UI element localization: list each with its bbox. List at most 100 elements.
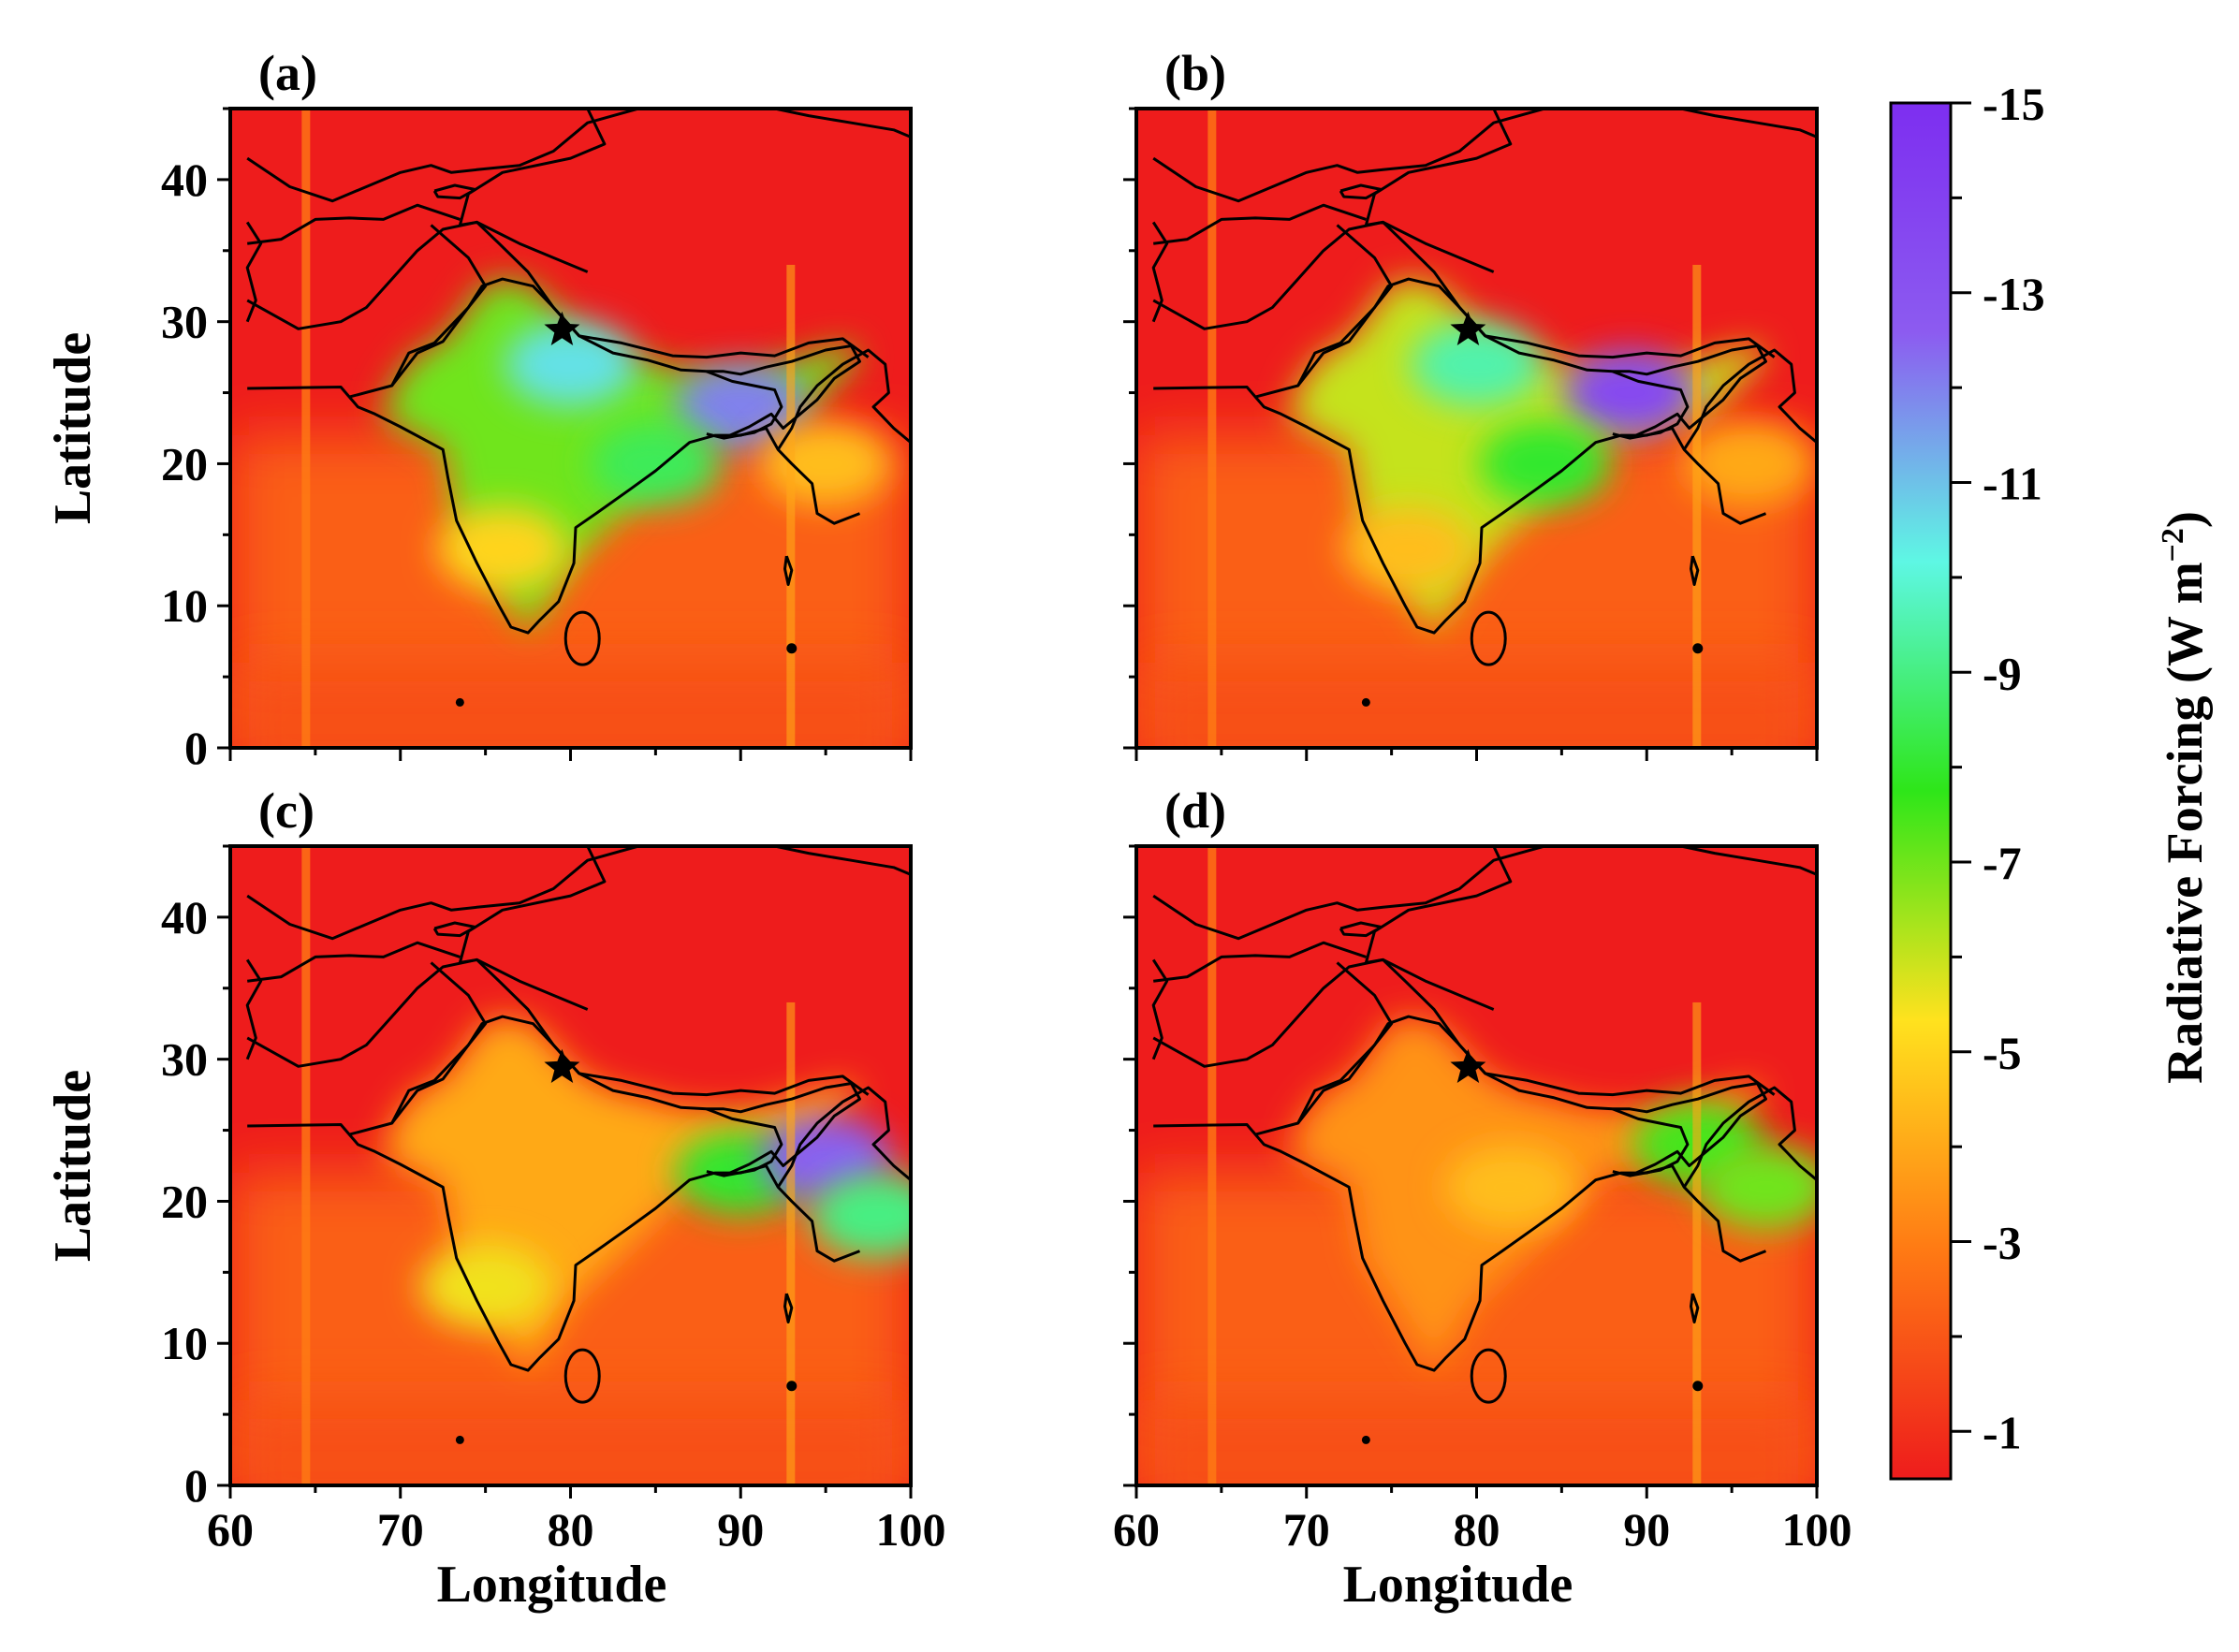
border-line xyxy=(1153,203,1367,245)
y-tick-label: 0 xyxy=(184,1459,208,1512)
forcing-hotspot xyxy=(1479,421,1611,506)
y-axis-title: Latitude xyxy=(44,1070,102,1262)
colorbar-tick-label: -7 xyxy=(1983,837,2022,889)
border-line xyxy=(458,846,607,1011)
station-star-marker xyxy=(1450,1048,1486,1083)
colorbar-title-text: Radiative Forcing (W m xyxy=(2157,562,2213,1083)
island-dot xyxy=(1692,643,1704,654)
border-line xyxy=(1296,1015,1767,1177)
station-star-marker xyxy=(1450,311,1486,345)
border-line xyxy=(1152,846,1545,941)
x-axis-title: Longitude xyxy=(437,1556,667,1614)
coastline xyxy=(247,386,861,635)
border-line xyxy=(245,221,263,323)
x-tick-label: 70 xyxy=(1283,1503,1330,1556)
x-tick-label: 60 xyxy=(1113,1503,1160,1556)
forcing-hotspot xyxy=(1411,322,1543,407)
y-tick-label: 20 xyxy=(161,437,208,490)
lake-outline xyxy=(432,921,477,938)
border-line xyxy=(1682,348,1817,451)
southern-ocean xyxy=(230,1399,911,1485)
border-line xyxy=(776,1086,911,1189)
border-line xyxy=(1296,277,1767,440)
artifact-stripe xyxy=(786,1001,796,1485)
artifact-stripe xyxy=(1207,846,1217,1485)
border-line xyxy=(1152,109,1545,203)
border-line xyxy=(1612,370,1690,440)
border-line xyxy=(706,1107,783,1177)
x-axis-title: Longitude xyxy=(1343,1556,1573,1614)
border-line xyxy=(1364,109,1513,273)
border-line xyxy=(1152,220,1776,359)
island-dot xyxy=(1361,1435,1370,1444)
colorbar-tick-label: -5 xyxy=(1983,1027,2022,1079)
forcing-hotspot xyxy=(760,421,892,506)
coastline xyxy=(247,1123,861,1372)
lake-outline xyxy=(1339,921,1383,938)
colorbar: -15 -13 -11 -9 -7 -5 -3 -1 xyxy=(1889,78,2045,1481)
artifact-stripe xyxy=(1692,1001,1702,1485)
island-dot xyxy=(455,1435,464,1444)
station-star-marker xyxy=(544,1048,580,1083)
x-tick-label: 70 xyxy=(377,1503,424,1556)
lake-outline xyxy=(1339,183,1383,200)
border-line xyxy=(774,109,911,139)
colorbar-tick-label: -3 xyxy=(1983,1217,2022,1269)
heatmap-field xyxy=(230,109,911,748)
panel-label: (a) xyxy=(258,45,317,101)
island-outline xyxy=(783,555,794,586)
southern-ocean xyxy=(230,662,911,748)
sri-lanka-outline xyxy=(563,1348,601,1404)
artifact-stripe xyxy=(1692,264,1702,748)
island-dot xyxy=(455,697,464,707)
border-line xyxy=(774,846,911,876)
colorbar-tick-label: -15 xyxy=(1983,78,2045,130)
forcing-hotspot xyxy=(590,421,722,506)
sri-lanka-outline xyxy=(563,610,601,666)
colorbar-tick-label: -13 xyxy=(1983,268,2045,320)
coastlines xyxy=(245,846,911,1444)
forcing-hotspot xyxy=(811,1173,911,1258)
southern-ocean xyxy=(1136,662,1817,748)
colorbar-title: Radiative Forcing (W m−2) xyxy=(2156,511,2213,1084)
map-panel-b: (b) xyxy=(1123,45,1819,761)
sri-lanka-outline xyxy=(1470,610,1507,666)
heatmap-field xyxy=(1136,109,1817,748)
border-line xyxy=(1680,846,1817,876)
southern-ocean xyxy=(1136,1399,1817,1485)
border-line xyxy=(1153,941,1367,983)
map-panel-a: 0 10 20 30 40 (a) Latitude xyxy=(44,45,913,774)
x-tick-label: 80 xyxy=(1454,1503,1500,1556)
y-tick-label: 10 xyxy=(161,579,208,632)
island-dot xyxy=(1692,1381,1704,1392)
colorbar-gradient xyxy=(1889,101,1953,1481)
island-dot xyxy=(1361,697,1370,707)
colorbar-title-unit-superscript: −2 xyxy=(2156,528,2190,562)
island-outline xyxy=(783,1293,794,1323)
forcing-hotspot xyxy=(1444,1145,1576,1230)
y-axis-title: Latitude xyxy=(44,332,102,524)
border-line xyxy=(348,961,488,1136)
forcing-hotspot xyxy=(419,1244,551,1329)
x-tick-label: 90 xyxy=(717,1503,764,1556)
island-outline xyxy=(1690,1293,1700,1323)
border-line xyxy=(1254,224,1394,399)
colorbar-tick-label: -1 xyxy=(1983,1406,2022,1458)
coastlines xyxy=(245,109,911,707)
border-line xyxy=(1682,1086,1817,1189)
border-line xyxy=(390,277,861,440)
forcing-hotspot xyxy=(1342,506,1474,592)
sri-lanka-outline xyxy=(1470,1348,1507,1404)
map-panel-c: 60 70 80 90 100 0 10 20 30 40 (c) Latitude Longitude xyxy=(44,782,946,1614)
forcing-hotspot xyxy=(505,322,637,407)
y-tick-label: 0 xyxy=(184,722,208,774)
island-dot xyxy=(786,1381,798,1392)
lake-outline xyxy=(432,183,477,200)
coastlines xyxy=(1151,109,1817,707)
y-tick-label: 30 xyxy=(161,296,208,348)
border-line xyxy=(246,958,870,1097)
artifact-stripe xyxy=(786,264,796,748)
border-line xyxy=(776,348,911,451)
border-line xyxy=(1152,958,1776,1097)
border-line xyxy=(1151,958,1169,1060)
